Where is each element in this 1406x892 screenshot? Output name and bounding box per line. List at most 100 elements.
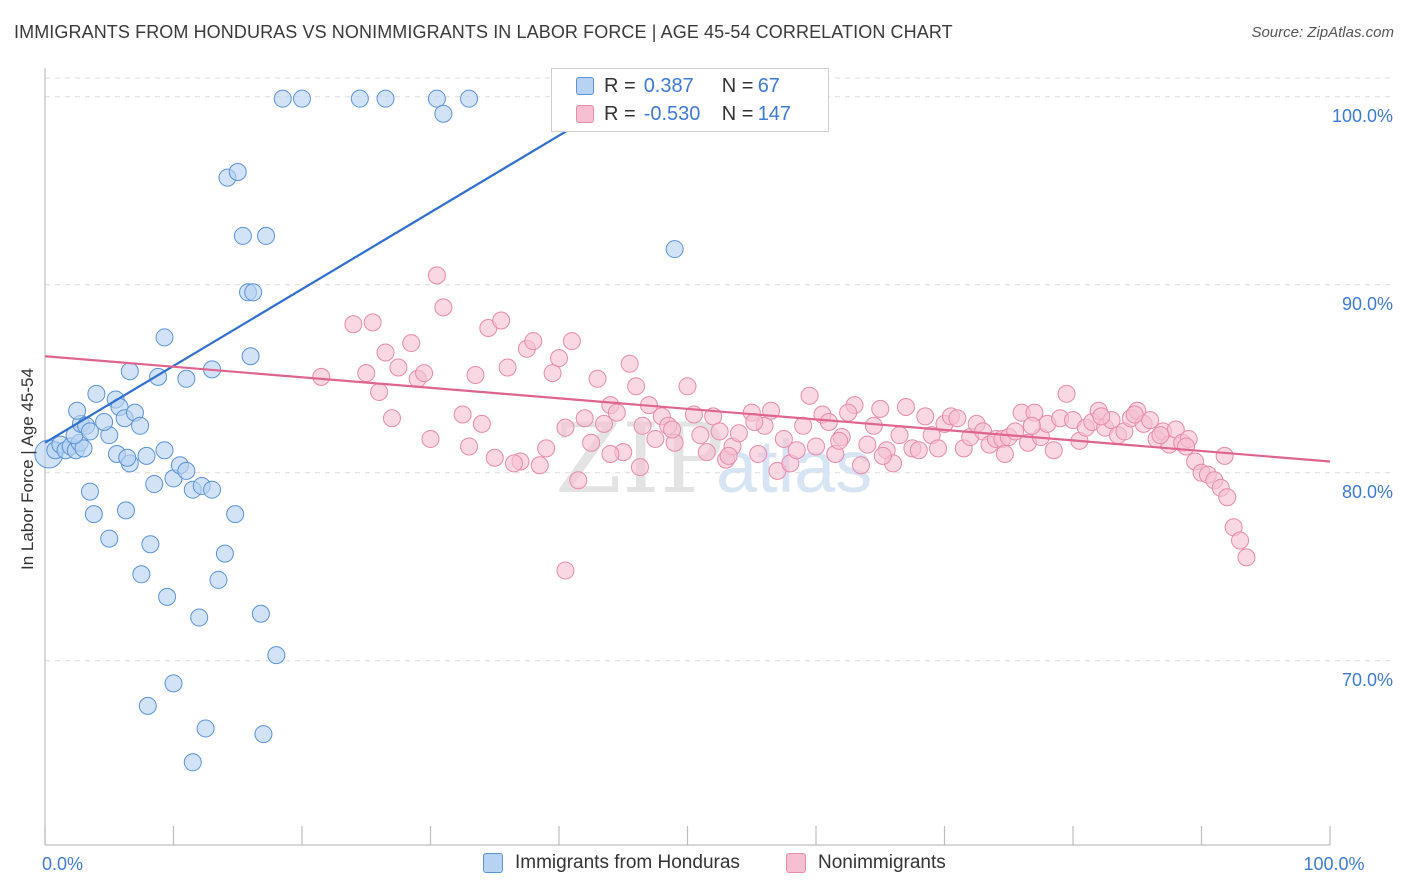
honduras-point	[116, 501, 135, 520]
nonimmigrant-point	[460, 437, 479, 456]
honduras-point	[251, 604, 270, 623]
honduras-point	[80, 422, 99, 441]
honduras-point	[84, 505, 103, 524]
nonimmigrant-point	[800, 386, 819, 405]
honduras-point	[190, 608, 209, 627]
honduras-point	[427, 89, 446, 108]
nonimmigrant-point	[1125, 405, 1144, 424]
nonimmigrant-point	[858, 435, 877, 454]
legend-r-label: R =	[604, 74, 636, 97]
honduras-point	[293, 89, 311, 108]
y-axis-label-wrap: In Labor Force | Age 45-54	[12, 368, 42, 670]
grid-layer	[45, 77, 1392, 662]
honduras-point	[100, 529, 119, 548]
nonimmigrant-point	[415, 364, 434, 383]
honduras-point	[177, 369, 196, 388]
nonimmigrant-point	[434, 298, 453, 317]
honduras-point	[164, 674, 183, 693]
nonimmigrant-point	[745, 413, 764, 432]
honduras-trend-line	[44, 77, 656, 444]
bottom-legend-pink-icon	[786, 853, 806, 873]
nonimmigrant-point	[582, 433, 601, 452]
honduras-point	[257, 226, 276, 245]
nonimmigrant-point	[890, 426, 909, 445]
honduras-point	[155, 328, 174, 347]
nonimmigrant-point	[1092, 407, 1111, 426]
nonimmigrant-point	[607, 403, 626, 422]
nonimmigrant-point	[1151, 426, 1170, 445]
honduras-point	[95, 413, 114, 432]
nonimmigrant-point	[530, 456, 549, 475]
nonimmigrant-point	[710, 422, 729, 441]
legend-r-value: 0.387	[643, 74, 694, 97]
nonimmigrant-point	[807, 437, 825, 456]
bottom-legend-honduras-label: Immigrants from Honduras	[515, 852, 740, 873]
honduras-point	[233, 226, 252, 245]
nonimmigrants-points	[312, 266, 1256, 580]
honduras-point	[665, 240, 684, 259]
nonimmigrant-point	[1237, 548, 1256, 567]
legend-row-nonimmigrants: R = -0.530 N = 147	[576, 101, 791, 127]
nonimmigrant-point	[1215, 446, 1234, 465]
bottom-legend-honduras: Immigrants from Honduras	[483, 852, 740, 874]
honduras-point	[267, 646, 286, 665]
nonimmigrant-point	[620, 354, 639, 373]
nonimmigrant-point	[524, 332, 543, 351]
nonimmigrant-point	[312, 367, 331, 386]
y-tick-label: 90.0%	[1342, 294, 1393, 314]
honduras-point	[228, 162, 247, 181]
nonimmigrant-point	[873, 446, 892, 465]
nonimmigrant-point	[787, 441, 806, 460]
nonimmigrant-point	[376, 343, 395, 362]
legend-n-value: 147	[757, 102, 792, 125]
nonimmigrant-point	[453, 405, 472, 424]
nonimmigrant-point	[543, 364, 562, 383]
nonimmigrant-point	[363, 313, 382, 332]
nonimmigrant-point	[663, 420, 682, 439]
honduras-point	[131, 416, 150, 435]
nonimmigrant-point	[562, 332, 581, 351]
honduras-point	[158, 587, 177, 606]
honduras-point	[244, 283, 263, 302]
nonimmigrant-point	[864, 416, 883, 435]
nonimmigrant-point	[678, 377, 697, 396]
bottom-legend-blue-icon	[483, 853, 503, 873]
nonimmigrant-point	[896, 397, 915, 416]
honduras-point	[118, 448, 137, 467]
legend-r-label: R =	[604, 102, 636, 125]
nonimmigrant-point	[498, 358, 517, 377]
source-credit: Source: ZipAtlas.com	[1251, 24, 1394, 41]
nonimmigrant-point	[556, 561, 575, 580]
honduras-point	[434, 104, 453, 123]
nonimmigrant-point	[427, 266, 446, 285]
nonimmigrant-point	[472, 414, 491, 433]
nonimmigrant-point	[344, 315, 363, 334]
y-axis-label: In Labor Force | Age 45-54	[18, 368, 37, 570]
x-tick-label: 100.0%	[1303, 854, 1364, 874]
nonimmigrant-point	[569, 471, 588, 490]
bottom-legend-nonimmigrants-label: Nonimmigrants	[818, 852, 946, 873]
nonimmigrant-point	[646, 429, 665, 448]
honduras-point	[460, 89, 479, 108]
honduras-points	[34, 89, 684, 772]
nonimmigrant-point	[1231, 531, 1250, 550]
bottom-legend-nonimmigrants: Nonimmigrants	[786, 852, 946, 874]
honduras-point	[120, 362, 139, 381]
nonimmigrant-point	[909, 441, 928, 460]
honduras-point	[145, 475, 164, 494]
honduras-point	[132, 565, 151, 584]
nonimmigrant-point	[382, 409, 401, 428]
bottom-legend: Immigrants from Honduras Nonimmigrants	[0, 852, 1406, 878]
nonimmigrant-point	[871, 399, 890, 418]
nonimmigrant-point	[1177, 437, 1196, 456]
legend-n-label: N =	[721, 102, 754, 125]
nonimmigrant-point	[389, 358, 408, 377]
nonimmigrant-point	[697, 443, 716, 462]
honduras-point	[196, 719, 215, 738]
honduras-point	[273, 89, 292, 108]
nonimmigrant-point	[556, 418, 575, 437]
honduras-point	[177, 461, 196, 480]
nonimmigrant-point	[537, 439, 556, 458]
x-tick-label: 0.0%	[42, 854, 83, 874]
nonimmigrant-point	[749, 444, 768, 463]
